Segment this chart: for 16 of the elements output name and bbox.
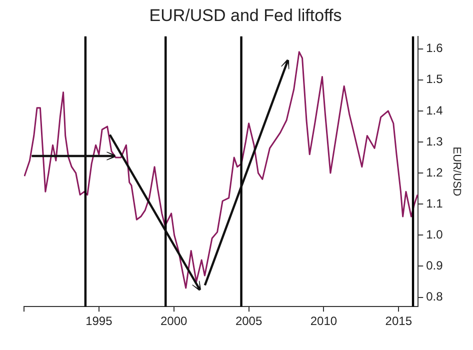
y2-tick-label: 1.0 xyxy=(426,227,444,242)
y2-tick-label: 1.6 xyxy=(426,41,444,56)
x-tick-label: 2010 xyxy=(310,314,338,328)
y2-axis-title: EUR/USD xyxy=(450,146,462,196)
x-tick-label: 1995 xyxy=(86,314,113,328)
chart-title: EUR/USD and Fed liftoffs xyxy=(149,6,342,25)
y2-tick-label: 0.9 xyxy=(426,258,444,273)
y2-tick-label: 1.1 xyxy=(426,196,444,210)
x-tick-label: 2005 xyxy=(235,314,262,328)
y2-tick-label: 1.5 xyxy=(426,72,444,86)
y2-tick-label: 0.8 xyxy=(426,290,444,304)
y2-tick-label: 1.4 xyxy=(426,103,444,118)
y2-tick-label: 1.3 xyxy=(426,134,444,148)
y2-tick-label: 1.2 xyxy=(426,165,444,180)
x-tick-label: 2015 xyxy=(385,314,412,328)
x-tick-label: 2000 xyxy=(160,314,188,328)
